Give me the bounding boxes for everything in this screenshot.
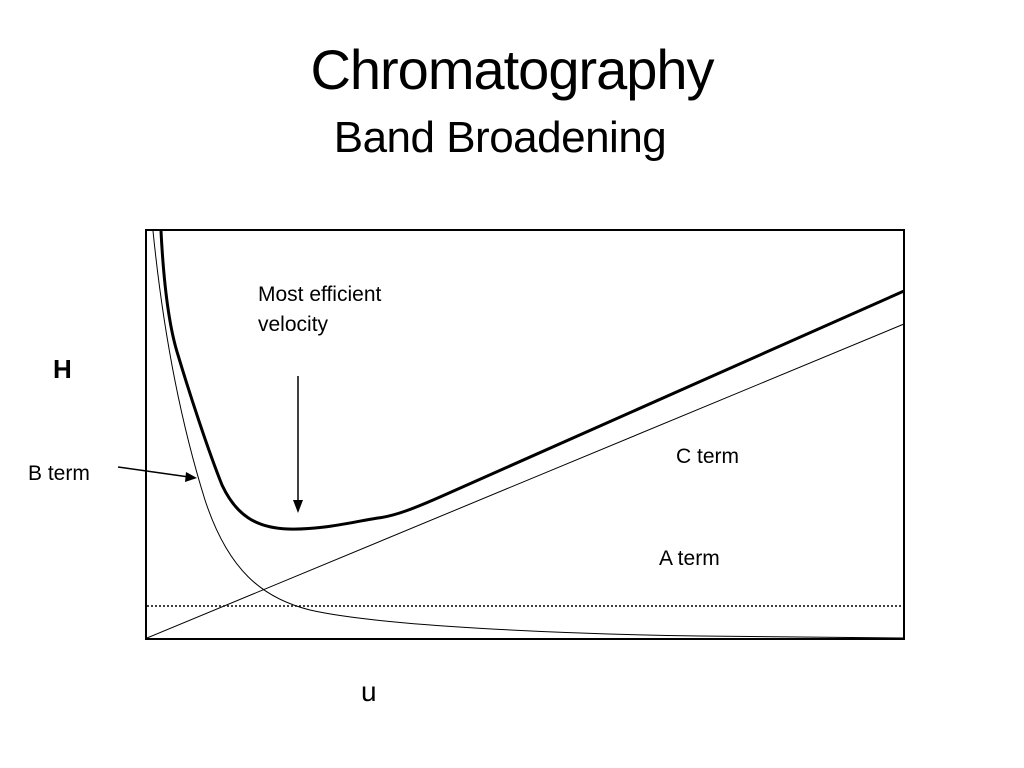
annotation-velocity: velocity	[258, 313, 329, 336]
c-term-label: C term	[676, 445, 739, 468]
b-term-label: B term	[28, 462, 90, 485]
y-axis-label: H	[53, 354, 72, 384]
b-term-arrow-head	[185, 472, 197, 482]
slide-subtitle: Band Broadening	[333, 113, 667, 162]
x-axis-label: u	[361, 676, 377, 707]
total-h-curve	[159, 230, 905, 531]
plot-frame	[145, 229, 905, 640]
b-term-curve	[152, 230, 904, 639]
a-term-label: A term	[659, 547, 720, 570]
slide-title: Chromatography	[310, 38, 714, 101]
c-term-line	[146, 323, 905, 639]
annotation-most-efficient: Most efficient	[258, 283, 382, 306]
min-arrow-head	[293, 500, 303, 513]
b-term-arrow-shaft	[117, 466, 190, 478]
